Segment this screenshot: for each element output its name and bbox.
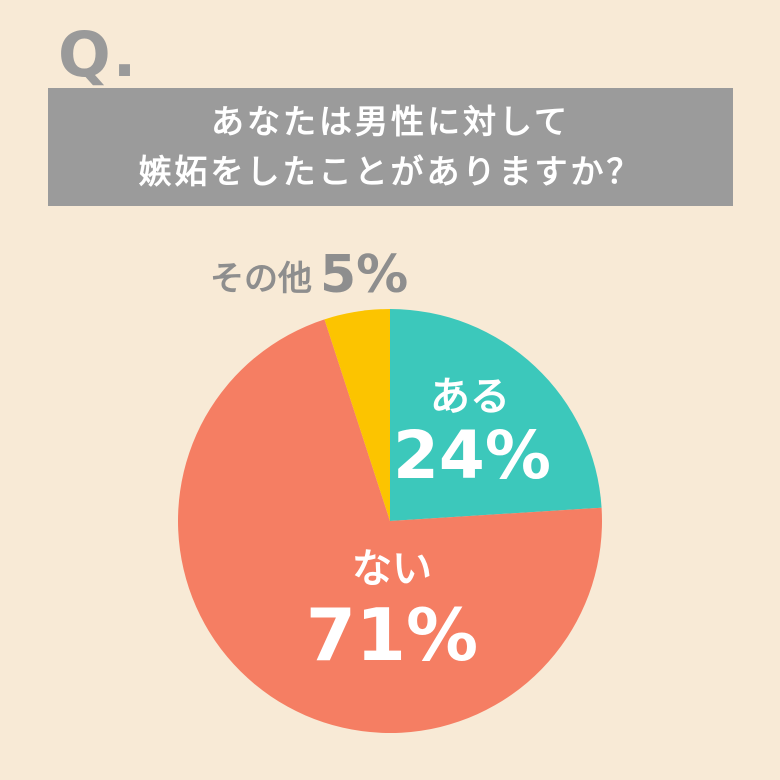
question-line-2: 嫉妬をしたことがありますか？ bbox=[138, 152, 643, 191]
slice-value-aru: 24% bbox=[393, 417, 551, 494]
pie-slice-other bbox=[324, 309, 390, 521]
slice-label-other: その他 bbox=[210, 259, 312, 299]
slice-value-other: 5% bbox=[320, 245, 408, 305]
slice-value-nai: 71% bbox=[306, 593, 478, 677]
pie-slices bbox=[178, 309, 603, 733]
pie-slice-aru bbox=[390, 309, 602, 521]
slice-label-aru: ある bbox=[430, 374, 510, 420]
slice-label-nai: ない bbox=[352, 546, 432, 592]
question-banner: あなたは男性に対して 嫉妬をしたことがありますか？ bbox=[48, 88, 733, 206]
pie-slice-nai bbox=[178, 319, 603, 733]
question-mark-label: Q. bbox=[58, 18, 139, 91]
question-line-1: あなたは男性に対して bbox=[210, 102, 570, 141]
